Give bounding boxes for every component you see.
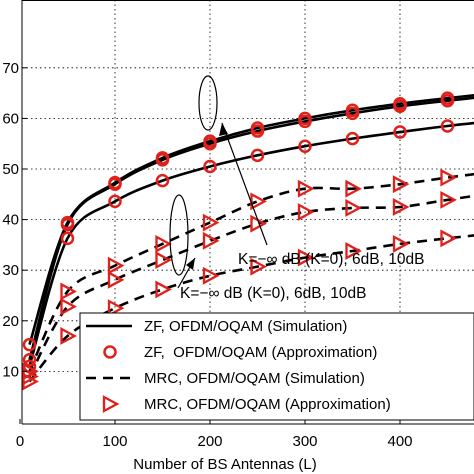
marker-zf-2-1 [60, 231, 75, 246]
marker-mrc-4-3 [155, 251, 172, 270]
marker-mrc-3-6 [297, 179, 315, 198]
y-tick-label-2: 30 [2, 262, 19, 279]
marker-mrc-5-6 [297, 248, 315, 267]
marker-zf-1-0 [22, 353, 37, 367]
zf-annotation-label: K=−∞ dB (K=0), 6dB, 10dB [238, 251, 424, 268]
marker-mrc-5-9 [440, 229, 457, 248]
mrc-annotation-arrowhead [186, 258, 195, 270]
x-tick-label-0: 0 [16, 433, 24, 450]
marker-zf-2-8 [393, 125, 407, 139]
zf-annotation-ellipse [198, 75, 218, 131]
marker-zf-1-5 [250, 124, 265, 138]
marker-mrc-5-8 [392, 234, 410, 253]
marker-mrc-3-7 [345, 179, 362, 198]
series-line-zf-2 [28, 121, 474, 367]
legend-label-mrc-sim: MRC, OFDM/OQAM (Simulation) [144, 370, 365, 387]
marker-mrc-3-4 [202, 213, 220, 232]
marker-zf-1-2 [108, 177, 122, 191]
y-tick-label-0: 10 [2, 363, 19, 380]
marker-mrc-5-0 [22, 372, 39, 391]
marker-zf-1-9 [440, 93, 455, 108]
marker-zf-2-3 [155, 173, 170, 188]
marker-mrc-5-1 [60, 327, 77, 345]
tick-labels: 010020030040050010203040506070 [2, 60, 412, 450]
y-tick-label-6: 70 [2, 60, 19, 77]
marker-mrc-3-1 [60, 282, 77, 301]
marker-mrc-4-4 [202, 231, 220, 250]
legend-swatch-mrc-approx [102, 395, 120, 413]
legend-label-zf-sim: ZF, OFDM/OQAM (Simulation) [144, 318, 347, 335]
y-tick-label-5: 60 [2, 110, 19, 127]
legend: ZF, OFDM/OQAM (Simulation) ZF, OFDM/OQAM… [79, 312, 474, 421]
legend-box [79, 312, 474, 421]
legend-swatch-zf-approx [103, 345, 117, 359]
zf-annotation-arrowhead [219, 123, 228, 136]
marker-mrc-5-4 [202, 266, 220, 285]
mrc-annotation-ellipse [169, 194, 189, 276]
marker-zf-1-1 [60, 217, 75, 232]
marker-mrc-4-7 [345, 199, 362, 217]
marker-zf-2-4 [203, 159, 217, 174]
y-tick-label-4: 50 [2, 161, 19, 178]
y-tick-label-3: 40 [2, 212, 19, 229]
x-tick-label-2: 200 [197, 433, 222, 450]
marker-zf-2-7 [345, 131, 360, 146]
marker-mrc-4-9 [440, 190, 457, 209]
marker-mrc-4-2 [107, 270, 125, 289]
series-markers [22, 91, 457, 391]
x-tick-label-4: 400 [387, 433, 412, 450]
marker-zf-1-7 [345, 106, 360, 121]
x-tick-label-3: 300 [292, 433, 317, 450]
marker-zf-1-8 [393, 99, 407, 114]
marker-mrc-5-5 [250, 257, 267, 276]
legend-label-zf-approx: ZF, OFDM/OQAM (Approximation) [144, 344, 377, 361]
marker-zf-0-0 [22, 337, 37, 352]
marker-mrc-3-5 [250, 192, 267, 211]
x-tick-label-1: 100 [102, 433, 127, 450]
series-line-mrc-4 [28, 194, 474, 378]
mrc-annotation-label: K=−∞ dB (K=0), 6dB, 10dB [180, 285, 366, 302]
legend-label-mrc-approx: MRC, OFDM/OQAM (Approximation) [144, 396, 391, 413]
marker-mrc-4-6 [297, 203, 315, 221]
marker-mrc-4-8 [392, 198, 410, 216]
marker-mrc-5-3 [155, 280, 172, 299]
axes [19, 0, 474, 425]
marker-mrc-3-2 [107, 256, 125, 275]
marker-mrc-3-9 [440, 168, 457, 187]
annotation-shapes [169, 75, 268, 289]
marker-mrc-4-1 [60, 297, 77, 316]
marker-mrc-3-3 [155, 234, 172, 253]
series-line-zf-1 [28, 96, 474, 361]
marker-zf-2-6 [298, 139, 312, 153]
marker-mrc-5-7 [345, 242, 362, 260]
zf-annotation-arrow [221, 122, 268, 246]
x-axis-label: Number of BS Antennas (L) [133, 456, 316, 473]
marker-zf-1-4 [203, 136, 217, 151]
marker-mrc-4-5 [250, 214, 267, 233]
y-tick-label-1: 20 [2, 313, 19, 330]
marker-mrc-5-2 [107, 299, 125, 318]
series-lines [28, 93, 474, 383]
series-line-mrc-5 [28, 234, 474, 383]
marker-zf-1-6 [298, 114, 312, 129]
marker-zf-2-9 [440, 119, 455, 133]
marker-zf-2-5 [250, 148, 265, 163]
marker-mrc-3-8 [392, 175, 410, 194]
marker-zf-2-2 [108, 194, 122, 209]
marker-zf-1-3 [155, 153, 170, 167]
